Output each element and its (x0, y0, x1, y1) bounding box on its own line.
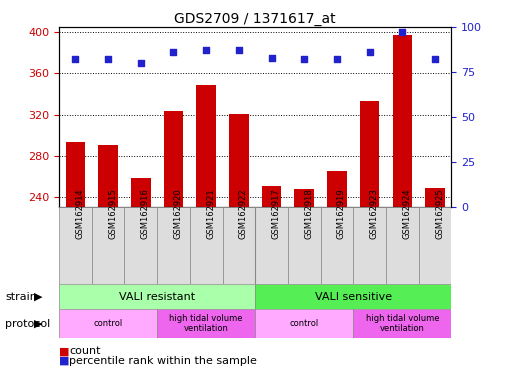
Text: ■: ■ (59, 346, 69, 356)
Title: GDS2709 / 1371617_at: GDS2709 / 1371617_at (174, 12, 336, 26)
Bar (98, 146, 118, 384)
Bar (229, 114, 249, 384)
Bar (164, 111, 183, 384)
Bar (392, 35, 412, 384)
Text: ▶: ▶ (34, 291, 43, 302)
Bar (255, 309, 353, 338)
Text: GSM162923: GSM162923 (370, 188, 379, 239)
Bar (386, 207, 419, 284)
Text: GSM162921: GSM162921 (206, 188, 215, 239)
Bar (59, 284, 255, 309)
Text: GSM162922: GSM162922 (239, 188, 248, 239)
Text: GSM162914: GSM162914 (75, 188, 84, 239)
Text: percentile rank within the sample: percentile rank within the sample (69, 356, 257, 366)
Point (398, 29, 406, 35)
Bar (360, 101, 380, 384)
Text: high tidal volume
ventilation: high tidal volume ventilation (366, 314, 439, 333)
Point (104, 56, 112, 63)
Bar (321, 207, 353, 284)
Bar (66, 142, 85, 384)
Bar (288, 207, 321, 284)
Text: VALI resistant: VALI resistant (119, 291, 195, 302)
Bar (262, 186, 281, 384)
Text: strain: strain (5, 291, 37, 302)
Text: GSM162919: GSM162919 (337, 188, 346, 239)
Text: GSM162917: GSM162917 (271, 188, 281, 239)
Point (136, 60, 145, 66)
Bar (353, 207, 386, 284)
Text: high tidal volume
ventilation: high tidal volume ventilation (169, 314, 243, 333)
Bar (255, 284, 451, 309)
Point (169, 49, 177, 55)
Bar (157, 309, 255, 338)
Point (333, 56, 341, 63)
Text: GSM162918: GSM162918 (304, 188, 313, 239)
Bar (124, 207, 157, 284)
Bar (59, 309, 157, 338)
Bar (419, 207, 451, 284)
Bar (190, 207, 223, 284)
Text: count: count (69, 346, 101, 356)
Text: ■: ■ (59, 356, 69, 366)
Bar (327, 171, 347, 384)
Text: ▶: ▶ (34, 318, 43, 329)
Text: GSM162920: GSM162920 (173, 188, 183, 239)
Bar (353, 309, 451, 338)
Point (267, 55, 275, 61)
Bar (294, 189, 314, 384)
Point (300, 56, 308, 63)
Bar (223, 207, 255, 284)
Bar (157, 207, 190, 284)
Bar (425, 188, 445, 384)
Bar (131, 179, 150, 384)
Bar (59, 207, 92, 284)
Text: GSM162915: GSM162915 (108, 188, 117, 239)
Point (202, 47, 210, 53)
Point (366, 49, 374, 55)
Bar (196, 84, 216, 384)
Text: control: control (93, 319, 123, 328)
Bar (92, 207, 125, 284)
Point (71, 56, 80, 63)
Text: GSM162925: GSM162925 (435, 188, 444, 239)
Text: protocol: protocol (5, 318, 50, 329)
Text: VALI sensitive: VALI sensitive (315, 291, 392, 302)
Point (431, 56, 439, 63)
Text: control: control (290, 319, 319, 328)
Point (235, 47, 243, 53)
Text: GSM162924: GSM162924 (402, 188, 411, 239)
Bar (255, 207, 288, 284)
Text: GSM162916: GSM162916 (141, 188, 150, 239)
